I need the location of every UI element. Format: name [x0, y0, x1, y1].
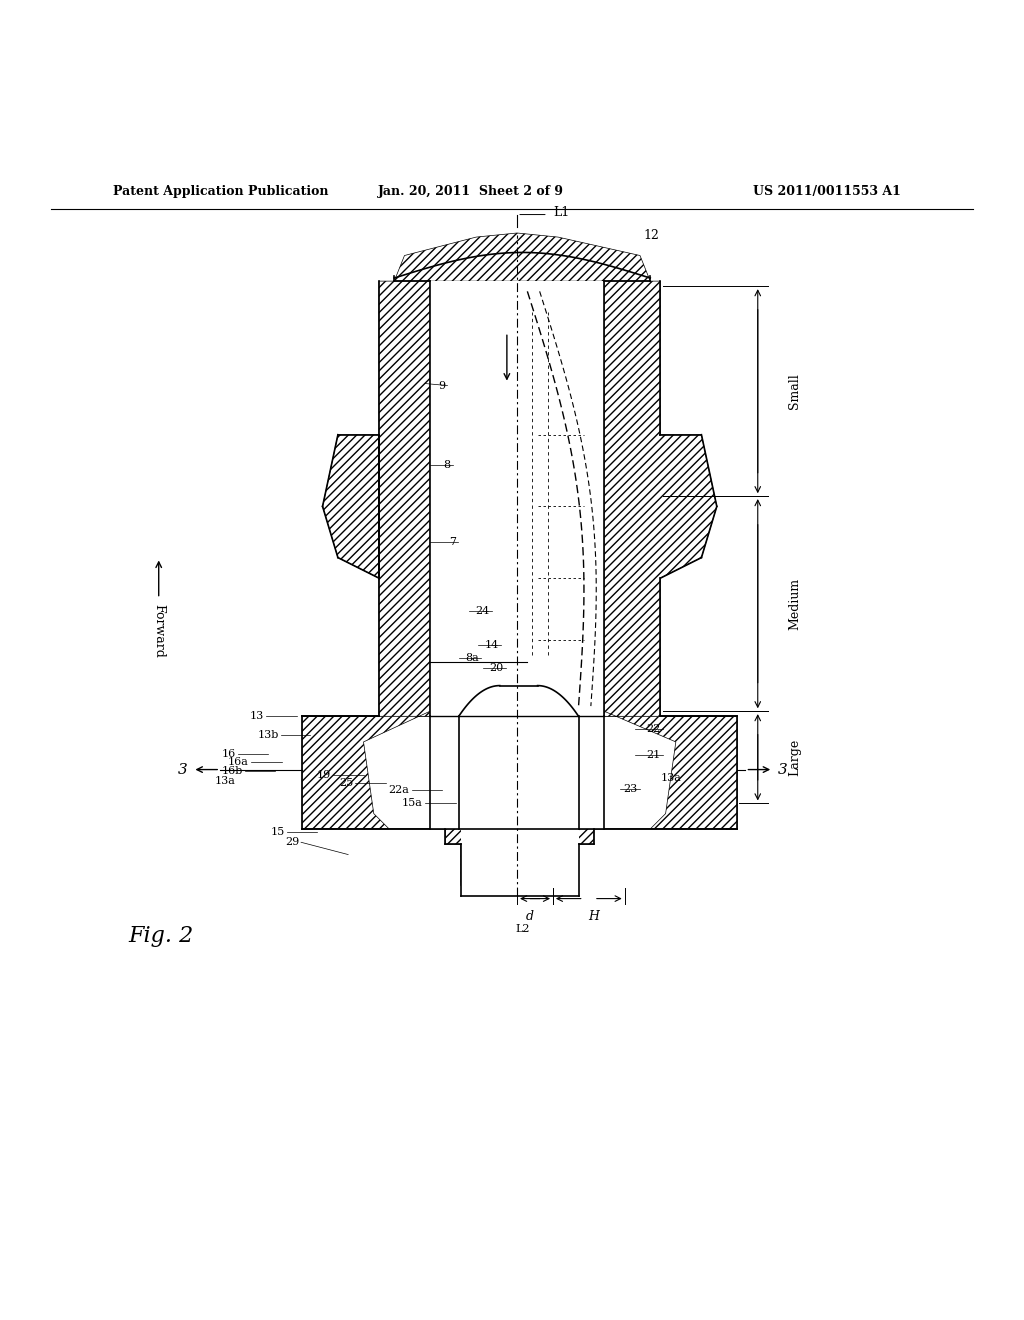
Text: 23: 23: [624, 784, 638, 795]
Text: 25: 25: [339, 777, 353, 788]
Polygon shape: [459, 676, 579, 829]
Text: 20: 20: [489, 663, 504, 673]
Text: Patent Application Publication: Patent Application Publication: [113, 185, 328, 198]
Text: 14: 14: [484, 640, 499, 649]
Text: 15a: 15a: [402, 799, 423, 808]
Text: 7: 7: [449, 537, 456, 548]
Text: H: H: [589, 909, 599, 923]
Text: Small: Small: [788, 374, 802, 409]
Text: 29: 29: [285, 837, 299, 847]
Text: 24: 24: [475, 606, 489, 616]
Text: Forward: Forward: [153, 603, 165, 657]
Text: L1: L1: [553, 206, 569, 219]
Text: 8a: 8a: [466, 653, 479, 663]
Polygon shape: [302, 711, 430, 829]
Text: d: d: [525, 909, 534, 923]
Polygon shape: [323, 281, 430, 717]
Polygon shape: [604, 281, 717, 717]
Text: US 2011/0011553 A1: US 2011/0011553 A1: [754, 185, 901, 198]
Text: 13: 13: [250, 711, 264, 721]
Bar: [461, 829, 579, 895]
Text: 13a: 13a: [215, 776, 236, 785]
Text: 8: 8: [443, 461, 451, 470]
Text: 15: 15: [270, 828, 285, 837]
Text: 16b: 16b: [221, 766, 243, 776]
Text: Fig. 2: Fig. 2: [128, 925, 194, 948]
Polygon shape: [394, 234, 650, 281]
Text: 21: 21: [646, 750, 660, 760]
Text: Medium: Medium: [788, 578, 802, 630]
Text: 3: 3: [177, 763, 187, 776]
Text: L2: L2: [515, 924, 529, 935]
Polygon shape: [604, 711, 737, 829]
Text: 19: 19: [316, 770, 331, 780]
Text: 13a: 13a: [660, 772, 681, 783]
Bar: [430, 711, 604, 829]
Text: 16a: 16a: [228, 758, 249, 767]
Text: 22a: 22a: [389, 785, 410, 795]
Bar: [430, 281, 604, 717]
Text: Jan. 20, 2011  Sheet 2 of 9: Jan. 20, 2011 Sheet 2 of 9: [378, 185, 564, 198]
Text: 12: 12: [643, 228, 659, 242]
Text: 3: 3: [778, 763, 788, 776]
Text: Large: Large: [788, 739, 802, 776]
Text: 9: 9: [438, 380, 445, 391]
Text: 16: 16: [221, 750, 236, 759]
Polygon shape: [312, 824, 727, 895]
Text: 22: 22: [646, 723, 660, 734]
Text: 13b: 13b: [257, 730, 279, 739]
